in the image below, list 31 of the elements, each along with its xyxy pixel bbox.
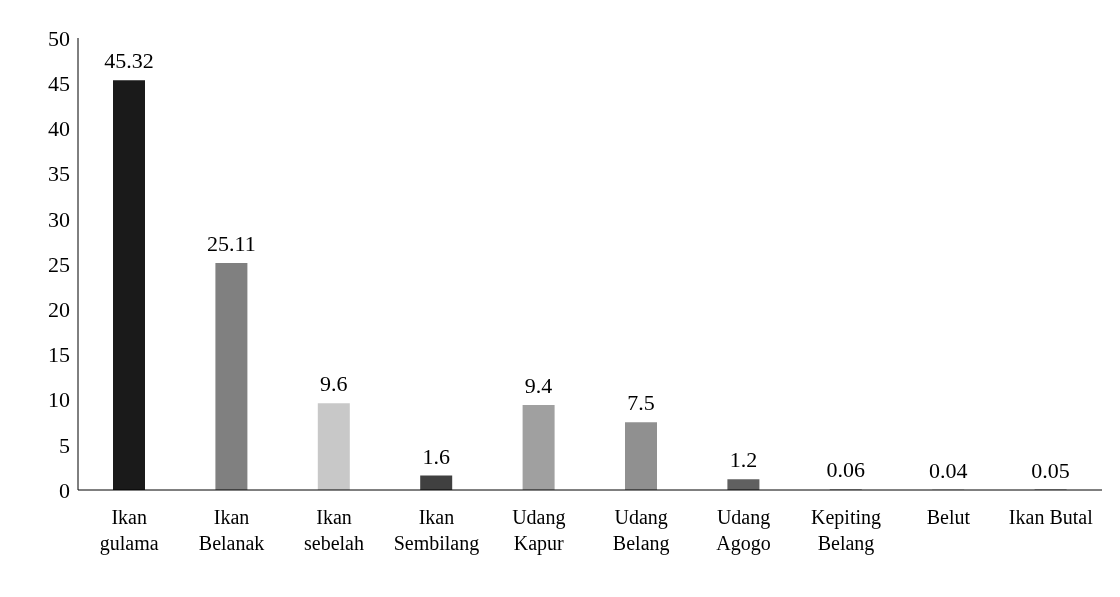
y-tick-label: 5 xyxy=(59,432,70,458)
y-tick-label: 0 xyxy=(59,477,70,503)
y-tick-label: 25 xyxy=(48,251,70,277)
y-tick-label: 30 xyxy=(48,206,70,232)
data-label: 9.4 xyxy=(524,373,553,399)
data-label: 1.2 xyxy=(729,447,758,473)
y-tick-label: 10 xyxy=(48,387,70,413)
data-label: 1.6 xyxy=(422,443,450,469)
data-label: 9.6 xyxy=(320,371,348,397)
y-tick-label: 20 xyxy=(48,297,70,323)
data-label: 0.06 xyxy=(826,457,866,483)
x-tick-label: Kepiting Belang xyxy=(811,506,881,555)
data-label: 0.04 xyxy=(928,457,968,483)
y-tick-label: 35 xyxy=(48,161,70,187)
x-tick-label: Udang Kapur xyxy=(512,506,566,555)
data-label: 25.11 xyxy=(207,231,256,257)
y-tick-label: 50 xyxy=(48,25,70,51)
data-label: 7.5 xyxy=(627,390,655,416)
x-tick-label: Ikan Sembilang xyxy=(393,506,480,555)
x-tick-label: Udang Agogo xyxy=(716,506,771,555)
y-tick-label: 40 xyxy=(48,116,70,142)
data-label: 0.05 xyxy=(1031,457,1070,483)
data-label: 45.32 xyxy=(104,48,154,74)
y-tick-label: 45 xyxy=(48,71,70,97)
x-tick-label: Ikan sebelah xyxy=(304,506,364,554)
x-tick-label: Belut xyxy=(926,506,971,528)
x-tick-label: Ikan Belanak xyxy=(198,506,265,554)
x-tick-label: Udang Belang xyxy=(612,506,670,555)
x-tick-label: Ikan gulama xyxy=(99,506,159,555)
x-tick-label: Ikan Butal xyxy=(1008,506,1094,528)
y-tick-label: 15 xyxy=(48,342,70,368)
